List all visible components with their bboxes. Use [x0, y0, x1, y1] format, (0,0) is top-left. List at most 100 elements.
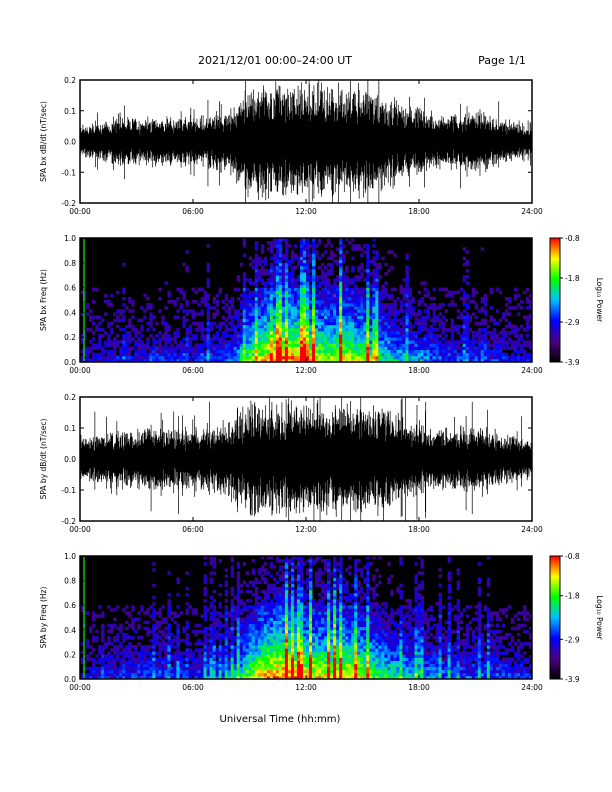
spectrogram-cell	[101, 318, 105, 323]
spectrogram-cell	[498, 355, 503, 360]
spectrogram-cell	[354, 337, 358, 341]
spectrogram-cell	[387, 331, 391, 335]
spectrogram-cell	[131, 315, 135, 319]
spectrogram-cell	[98, 648, 102, 652]
spectrogram-cell	[218, 583, 223, 588]
spectrogram-cell	[318, 281, 322, 285]
spectrogram-cell	[390, 343, 394, 347]
spectrogram-cell	[284, 321, 289, 326]
spectrogram-cell	[182, 349, 186, 354]
spectrogram-cell	[236, 632, 241, 637]
spectrogram-cell	[306, 657, 310, 661]
spectrogram-cell	[149, 675, 153, 680]
spectrogram-cell	[206, 312, 210, 316]
spectrogram-cell	[519, 324, 524, 329]
spectrogram-cell	[155, 623, 159, 628]
y-tick-label: 0.0	[64, 138, 76, 147]
spectrogram-cell	[116, 666, 120, 671]
spectrogram-cell	[290, 303, 295, 307]
spectrogram-cell	[432, 334, 436, 338]
spectrogram-cell	[462, 293, 467, 298]
spectrogram-cell	[354, 352, 358, 357]
spectrogram-cell	[143, 672, 147, 677]
spectrogram-cell	[236, 635, 241, 640]
spectrogram-cell	[221, 623, 226, 628]
spectrogram-cell	[357, 324, 361, 329]
spectrogram-cell	[435, 318, 439, 323]
spectrogram-cell	[239, 672, 244, 677]
spectrogram-cell	[227, 352, 232, 357]
spectrogram-cell	[327, 675, 331, 680]
spectrogram-cell	[245, 614, 250, 618]
spectrogram-cell	[251, 293, 256, 298]
spectrogram-cell	[275, 602, 280, 606]
spectrogram-cell	[306, 303, 310, 307]
spectrogram-cell	[275, 346, 280, 350]
spectrogram-cell	[260, 346, 265, 350]
spectrogram-cell	[233, 614, 238, 618]
spectrogram-cell	[528, 343, 533, 347]
spectrogram-cell	[209, 663, 213, 668]
spectrogram-cell	[504, 343, 509, 347]
spectrogram-cell	[254, 241, 259, 245]
spectrogram-cell	[83, 334, 87, 338]
spectrogram-cell	[408, 321, 412, 326]
spectrogram-cell	[321, 343, 325, 347]
spectrogram-cell	[266, 343, 271, 347]
spectrogram-cell	[489, 343, 494, 347]
spectrogram-cell	[444, 352, 449, 357]
spectrogram-cell	[492, 327, 497, 332]
spectrogram-cell	[239, 648, 244, 652]
spectrogram-cell	[191, 312, 195, 316]
spectrogram-cell	[296, 565, 301, 569]
spectrogram-cell	[131, 309, 135, 313]
spectrogram-cell	[357, 327, 361, 332]
spectrogram-cell	[200, 346, 204, 350]
spectrogram-cell	[299, 626, 304, 631]
spectrogram-cell	[387, 309, 391, 313]
spectrogram-cell	[185, 626, 189, 631]
spectrogram-cell	[197, 657, 201, 661]
spectrogram-cell	[296, 562, 301, 566]
spectrogram-cell	[366, 337, 370, 341]
spectrogram-cell	[206, 331, 210, 335]
spectrogram-cell	[266, 355, 271, 360]
spectrogram-cell	[480, 309, 485, 313]
spectrogram-cell	[510, 358, 515, 363]
spectrogram-cell	[116, 340, 120, 344]
spectrogram-cell	[272, 241, 277, 245]
spectrogram-cell	[309, 592, 313, 597]
spectrogram-cell	[143, 349, 147, 354]
spectrogram-cell	[318, 629, 322, 634]
spectrogram-cell	[408, 343, 412, 347]
spectrogram-cell	[254, 343, 259, 347]
spectrogram-cell	[321, 586, 325, 591]
spectrogram-cell	[194, 675, 198, 680]
spectrogram-cell	[306, 296, 310, 301]
spectrogram-cell	[299, 290, 304, 295]
spectrogram-cell	[366, 265, 370, 270]
spectrogram-cell	[86, 352, 90, 357]
spectrogram-cell	[80, 672, 84, 677]
spectrogram-cell	[339, 334, 343, 338]
spectrogram-cell	[296, 334, 301, 338]
spectrogram-cell	[164, 654, 168, 658]
spectrogram-cell	[281, 623, 286, 628]
spectrogram-cell	[438, 355, 442, 360]
spectrogram-cell	[372, 355, 376, 360]
spectrogram-cell	[471, 293, 476, 298]
spectrogram-cell	[188, 349, 192, 354]
spectrogram-cell	[384, 324, 388, 329]
spectrogram-cell	[408, 306, 412, 310]
spectrogram-cell	[348, 312, 352, 316]
spectrogram-cell	[275, 340, 280, 344]
spectrogram-cell	[375, 287, 379, 292]
spectrogram-cell	[260, 589, 265, 594]
spectrogram-cell	[302, 290, 307, 295]
spectrogram-cell	[281, 265, 286, 270]
spectrogram-cell	[230, 352, 235, 357]
spectrogram-cell	[134, 629, 138, 634]
spectrogram-cell	[483, 331, 488, 335]
spectrogram-cell	[209, 358, 213, 363]
spectrogram-cell	[227, 340, 232, 344]
